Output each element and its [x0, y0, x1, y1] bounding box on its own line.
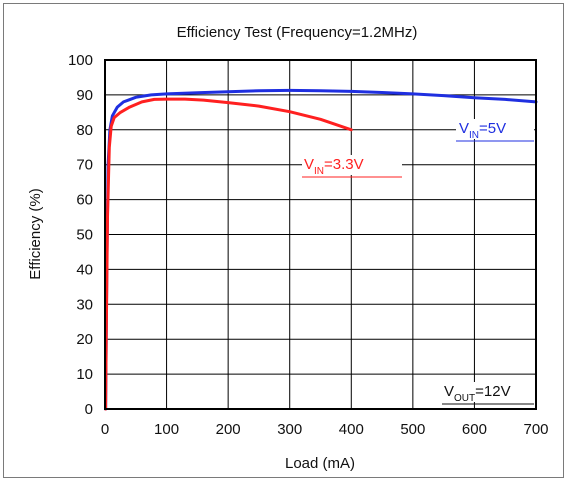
y-tick-label: 0: [85, 401, 93, 418]
plot-border: [104, 59, 537, 410]
x-tick-label: 400: [339, 421, 364, 438]
x-axis-label: Load (mA): [285, 455, 355, 472]
annotation-vout: VOUT=12V: [444, 383, 511, 404]
y-tick-label: 70: [76, 157, 93, 174]
x-tick-label: 300: [277, 421, 302, 438]
annotation-background: [302, 155, 402, 175]
annotation-vin33: VIN=3.3V: [304, 156, 364, 177]
efficiency-chart: Efficiency Test (Frequency=1.2MHz) 0 100 2…: [27, 24, 549, 472]
y-tick-label: 90: [76, 87, 93, 104]
y-tick-label: 20: [76, 331, 93, 348]
y-tick-label: 60: [76, 192, 93, 209]
y-tick-label: 100: [68, 52, 93, 69]
series-lines: [104, 88, 538, 411]
x-tick-label: 0: [101, 421, 109, 438]
x-tick-label: 500: [400, 421, 425, 438]
annotation-background: [456, 119, 534, 139]
y-axis-label: Efficiency (%): [27, 188, 44, 279]
chart-title: Efficiency Test (Frequency=1.2MHz): [177, 24, 418, 41]
y-tick-label: 10: [76, 366, 93, 383]
chart-frame: Efficiency Test (Frequency=1.2MHz) 0 100 2…: [3, 3, 564, 478]
y-tick-label: 50: [76, 227, 93, 244]
x-tick-label: 200: [216, 421, 241, 438]
tick-labels: 0 100 200 300 400 500 600 700 0 10 20 30 40 50 60 70 80 9…: [68, 52, 549, 438]
x-tick-label: 600: [462, 421, 487, 438]
grid-lines: [105, 60, 536, 409]
x-tick-label: 100: [154, 421, 179, 438]
series-line-vin-3-3v: [104, 97, 353, 411]
y-tick-label: 40: [76, 261, 93, 278]
annotations: VIN=5V VIN=3.3V VOUT=12V: [302, 119, 534, 405]
x-tick-label: 700: [523, 421, 548, 438]
y-tick-label: 80: [76, 122, 93, 139]
annotation-background: [442, 382, 534, 402]
annotation-vin5: VIN=5V: [459, 120, 506, 141]
y-tick-label: 30: [76, 296, 93, 313]
